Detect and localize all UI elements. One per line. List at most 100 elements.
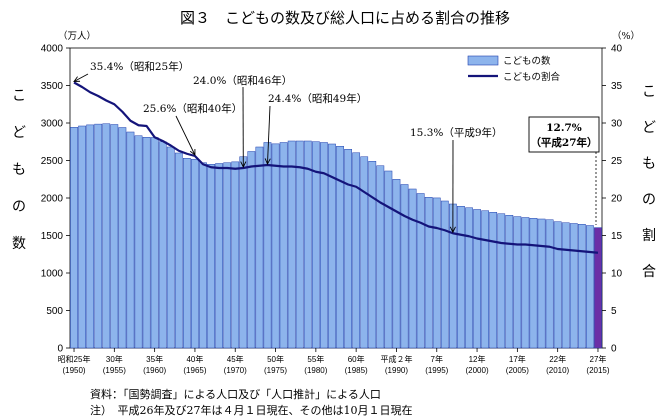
left-axis-label: こどもの数 xyxy=(12,88,26,252)
bar xyxy=(473,209,481,349)
x-tick-era-label: 55年 xyxy=(307,354,324,364)
x-tick-year-label: (2010) xyxy=(546,366,569,375)
bar xyxy=(295,140,304,349)
annotation-arrow xyxy=(73,73,89,82)
bar xyxy=(247,151,256,349)
bar xyxy=(416,193,425,349)
annotation-box-line1: 12.7% xyxy=(546,122,582,134)
x-tick-year-label: (2005) xyxy=(506,366,529,375)
bar xyxy=(303,140,312,349)
annotation-arrowhead xyxy=(73,76,81,82)
bar xyxy=(94,123,103,349)
left-tick-label: 0 xyxy=(57,344,63,355)
bar xyxy=(384,170,393,349)
bar xyxy=(142,137,151,349)
legend: こどもの数 こどもの割合 xyxy=(467,55,561,83)
left-tick-label: 1500 xyxy=(41,231,64,242)
right-unit: （%） xyxy=(612,30,640,42)
bar xyxy=(279,142,288,349)
x-tick-year-label: (1965) xyxy=(183,366,206,375)
bar xyxy=(102,123,111,349)
bar xyxy=(255,146,264,349)
legend-bar-swatch xyxy=(467,55,499,66)
x-tick-year-label: (1980) xyxy=(304,366,327,375)
bar xyxy=(400,184,409,349)
right-axis-label-char: の xyxy=(642,192,656,208)
bar xyxy=(577,224,586,349)
bar xyxy=(78,125,86,349)
bar xyxy=(199,162,207,349)
annotation-label: 35.4%（昭和25年） xyxy=(90,60,189,73)
left-unit: （万人） xyxy=(58,30,96,42)
left-axis-ticks: 0 500 1000 1500 2000 2500 3000 3500 4000 xyxy=(41,44,70,355)
annotation-arrowhead xyxy=(240,161,247,169)
bar xyxy=(86,124,95,349)
right-tick-label: 25 xyxy=(611,156,623,167)
bar xyxy=(545,219,554,349)
ratio-line xyxy=(73,81,599,254)
right-tick-label: 30 xyxy=(611,119,623,130)
right-tick-label: 35 xyxy=(611,81,623,92)
left-tick-label: 3000 xyxy=(41,119,64,130)
bar xyxy=(150,137,159,349)
bar xyxy=(166,146,175,349)
bar xyxy=(231,161,240,349)
bar xyxy=(594,227,602,349)
bar xyxy=(481,210,490,349)
x-tick-era-label: 17年 xyxy=(509,354,526,364)
bar xyxy=(569,223,578,349)
x-tick-era-label: 平成２年 xyxy=(380,354,412,364)
x-tick-era-label: 12年 xyxy=(469,354,486,364)
annotation-label: 24.0%（昭和46年） xyxy=(193,74,292,87)
bar xyxy=(126,131,135,349)
bar xyxy=(360,156,369,349)
annotations: 35.4%（昭和25年） 25.6%（昭和40年） 24.0%（昭和46年） 24.4… xyxy=(73,60,600,234)
annotation-arrowhead xyxy=(189,148,196,156)
bar xyxy=(320,142,328,349)
left-tick-label: 4000 xyxy=(41,44,64,55)
x-tick-era-label: 50年 xyxy=(267,354,284,364)
x-tick-era-label: 22年 xyxy=(549,354,566,364)
left-axis-label-char: の xyxy=(12,199,26,215)
bar xyxy=(561,222,570,349)
x-tick-year-label: (1970) xyxy=(224,366,247,375)
bar xyxy=(465,207,473,349)
x-tick-era-label: 60年 xyxy=(348,354,365,364)
x-tick-year-label: (1985) xyxy=(345,366,368,375)
right-tick-label: 0 xyxy=(611,344,617,355)
right-tick-label: 15 xyxy=(611,231,623,242)
annotation-arrow xyxy=(267,105,271,165)
x-tick-era-label: 7年 xyxy=(431,354,443,364)
legend-line-label: こどもの割合 xyxy=(503,71,561,83)
right-axis-label-char: 合 xyxy=(642,264,656,280)
right-axis-ticks: 0 5 10 15 20 25 30 35 40 xyxy=(602,44,623,355)
x-tick-era-label: 昭和25年 xyxy=(58,354,91,364)
right-axis-label-char: 割 xyxy=(642,227,656,244)
chart-title: 図３ こどもの数及び総人口に占める割合の推移 xyxy=(180,9,510,27)
bar xyxy=(440,200,449,349)
bar xyxy=(328,143,336,349)
bar xyxy=(223,162,232,349)
right-tick-label: 20 xyxy=(611,194,623,205)
annotation-arrow xyxy=(175,115,196,156)
x-tick-year-label: (1995) xyxy=(425,366,448,375)
left-axis-label-char: も xyxy=(12,162,26,178)
bar xyxy=(457,206,465,349)
bar xyxy=(110,124,119,349)
bar xyxy=(497,213,506,349)
bar xyxy=(215,163,224,349)
right-axis-label: こどもの割合 xyxy=(642,84,656,280)
left-tick-label: 500 xyxy=(46,306,63,317)
bar xyxy=(336,146,344,349)
x-tick-era-label: 30年 xyxy=(106,354,123,364)
x-tick-era-label: 40年 xyxy=(186,354,203,364)
bar xyxy=(489,212,498,349)
x-tick-year-label: (1990) xyxy=(385,366,408,375)
bar xyxy=(408,188,417,349)
bar xyxy=(505,215,514,349)
right-axis-label-char: ど xyxy=(642,120,656,136)
right-tick-label: 40 xyxy=(611,44,623,55)
x-tick-era-label: 45年 xyxy=(227,354,244,364)
x-tick-era-label: 35年 xyxy=(146,354,163,364)
